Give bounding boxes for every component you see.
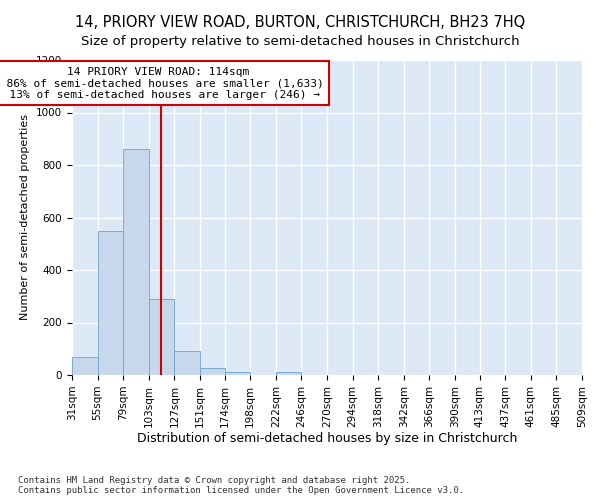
Bar [175, 352, 200, 375]
Bar [72, 357, 98, 375]
Bar [98, 230, 123, 375]
Bar [276, 372, 301, 375]
Bar [224, 372, 250, 375]
Text: 14, PRIORY VIEW ROAD, BURTON, CHRISTCHURCH, BH23 7HQ: 14, PRIORY VIEW ROAD, BURTON, CHRISTCHUR… [75, 15, 525, 30]
X-axis label: Distribution of semi-detached houses by size in Christchurch: Distribution of semi-detached houses by … [137, 432, 517, 446]
Text: Size of property relative to semi-detached houses in Christchurch: Size of property relative to semi-detach… [80, 35, 520, 48]
Y-axis label: Number of semi-detached properties: Number of semi-detached properties [20, 114, 31, 320]
Bar [149, 299, 175, 375]
Text: Contains HM Land Registry data © Crown copyright and database right 2025.
Contai: Contains HM Land Registry data © Crown c… [18, 476, 464, 495]
Bar [200, 368, 224, 375]
Bar [123, 149, 149, 375]
Text: 14 PRIORY VIEW ROAD: 114sqm
← 86% of semi-detached houses are smaller (1,633)
  : 14 PRIORY VIEW ROAD: 114sqm ← 86% of sem… [0, 66, 324, 100]
